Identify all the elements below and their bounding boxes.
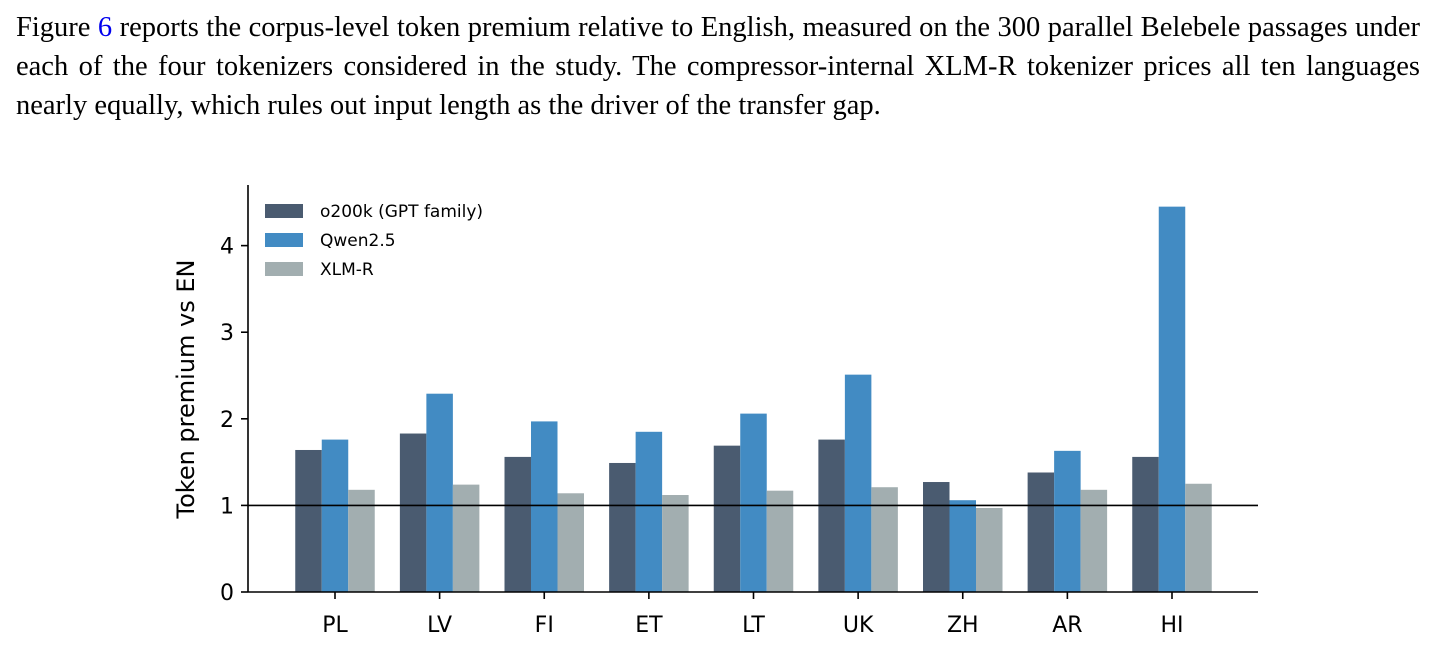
x-tick-label-uk: UK xyxy=(843,613,874,638)
bar-lt-series-1 xyxy=(713,445,741,592)
legend: o200k (GPT family) Qwen2.5 XLM-R xyxy=(265,202,483,280)
y-tick-label: 1 xyxy=(220,494,234,519)
bar-pl-series-2 xyxy=(321,439,349,592)
bars-group xyxy=(295,206,1212,593)
y-tick-label: 4 xyxy=(220,235,234,260)
bar-zh-series-3 xyxy=(976,508,1003,592)
figure-reference-link[interactable]: 6 xyxy=(97,12,113,43)
bar-fi-series-1 xyxy=(504,456,531,592)
bar-hi-series-2 xyxy=(1158,206,1186,593)
x-tick-label-lv: LV xyxy=(427,613,452,638)
bar-hi-series-1 xyxy=(1132,456,1159,592)
bar-zh-series-2 xyxy=(949,500,976,592)
paragraph-text-start: Figure xyxy=(16,12,98,43)
bar-lv-series-2 xyxy=(426,393,453,592)
bar-uk-series-2 xyxy=(844,374,872,592)
legend-swatch-series-2 xyxy=(265,233,303,247)
bar-uk-series-1 xyxy=(818,439,845,592)
x-tick-label-ar: AR xyxy=(1052,613,1082,638)
bar-zh-series-1 xyxy=(923,482,950,592)
bar-ar-series-1 xyxy=(1027,472,1055,592)
bar-lt-series-2 xyxy=(740,413,767,592)
bar-uk-series-3 xyxy=(871,487,898,592)
x-axis-ticks: PL LV FI ET LT UK ZH AR HI xyxy=(322,592,1184,638)
bar-fi-series-3 xyxy=(557,493,584,592)
y-tick-label: 3 xyxy=(220,321,234,346)
x-tick-label-pl: PL xyxy=(322,613,348,638)
y-tick-label: 0 xyxy=(220,581,234,606)
y-axis-ticks: 0 1 2 3 4 xyxy=(220,235,248,606)
x-tick-label-fi: FI xyxy=(535,613,554,638)
bar-et-series-3 xyxy=(662,495,689,592)
y-axis-label: Token premium vs EN xyxy=(172,260,200,520)
x-tick-label-zh: ZH xyxy=(947,613,979,638)
bar-ar-series-2 xyxy=(1054,450,1081,592)
bar-pl-series-3 xyxy=(348,489,375,592)
legend-label-series-3: XLM-R xyxy=(320,260,374,280)
bar-ar-series-3 xyxy=(1080,489,1108,592)
x-tick-label-hi: HI xyxy=(1160,613,1183,638)
legend-label-series-1: o200k (GPT family) xyxy=(320,202,483,222)
x-tick-label-lt: LT xyxy=(742,613,765,638)
x-tick-label-et: ET xyxy=(635,613,663,638)
bar-et-series-1 xyxy=(609,462,636,592)
legend-swatch-series-3 xyxy=(265,262,303,276)
y-tick-label: 2 xyxy=(220,408,234,433)
bar-hi-series-3 xyxy=(1185,483,1212,592)
bar-et-series-2 xyxy=(635,431,663,592)
bar-fi-series-2 xyxy=(531,421,558,592)
bar-lv-series-1 xyxy=(399,433,427,592)
paragraph-text-body: reports the corpus-level token premium r… xyxy=(16,12,1420,121)
legend-label-series-2: Qwen2.5 xyxy=(320,231,396,251)
legend-swatch-series-1 xyxy=(265,204,303,218)
figure-caption-paragraph: Figure 6 reports the corpus-level token … xyxy=(16,8,1420,125)
bar-pl-series-1 xyxy=(295,449,322,592)
bar-lv-series-3 xyxy=(452,484,480,592)
bar-lt-series-3 xyxy=(766,490,794,592)
